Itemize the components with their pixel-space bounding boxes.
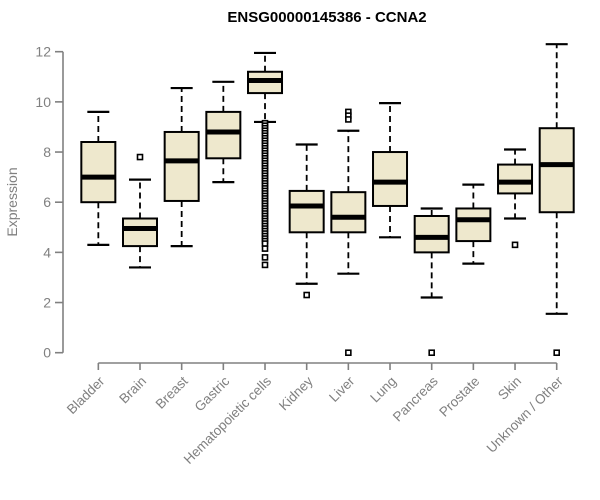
box-hematopoietic-cells [247, 51, 284, 269]
outlier-point [261, 245, 269, 252]
iqr-box [413, 214, 450, 254]
x-category-label: Lung [367, 374, 399, 406]
outlier-point [511, 241, 519, 249]
box-liver [330, 108, 367, 357]
box-skin [497, 148, 534, 249]
outlier-point [345, 116, 352, 123]
y-tick-label: 10 [35, 94, 51, 110]
iqr-box [122, 217, 158, 248]
x-category-label: Brain [116, 374, 149, 407]
x-category-label: Breast [153, 373, 191, 411]
x-category-label: Prostate [436, 374, 482, 420]
chart-title: ENSG00000145386 - CCNA2 [227, 9, 426, 26]
outlier-point [428, 349, 435, 357]
box-lung [372, 102, 409, 239]
iqr-box [205, 110, 242, 160]
iqr-box [163, 130, 200, 202]
x-category-label: Gastric [192, 373, 233, 414]
x-category-label: Pancreas [390, 373, 441, 424]
box-bladder [80, 110, 117, 246]
y-tick-label: 12 [35, 44, 51, 60]
iqr-box [80, 141, 117, 204]
box-prostate [455, 183, 492, 265]
y-tick-label: 6 [43, 194, 51, 210]
box-unknown-other [538, 43, 575, 357]
box-gastric [205, 80, 242, 184]
x-category-label: Bladder [64, 373, 108, 417]
iqr-box [288, 189, 325, 234]
box-kidney [288, 143, 325, 299]
iqr-box [372, 151, 409, 207]
y-tick-label: 4 [43, 244, 51, 260]
y-tick-label: 2 [43, 295, 51, 311]
y-tick-label: 0 [43, 345, 51, 361]
x-category-label: Kidney [276, 373, 316, 413]
iqr-box [538, 127, 575, 214]
boxes [80, 43, 575, 357]
outlier-point [303, 291, 310, 299]
outlier-point [261, 261, 269, 269]
outlier-point [553, 349, 561, 357]
iqr-box [455, 207, 492, 243]
box-breast [163, 86, 200, 248]
outlier-point [345, 349, 352, 357]
iqr-box [497, 163, 534, 195]
box-brain [122, 153, 158, 269]
x-category-label: Skin [495, 374, 524, 403]
iqr-box [330, 191, 367, 234]
box-pancreas [413, 207, 450, 357]
y-tick-label: 8 [43, 144, 51, 160]
x-category-label: Liver [326, 373, 358, 405]
outlier-point [261, 254, 269, 261]
x-category-label: Unknown / Other [484, 373, 567, 456]
outlier-point [136, 153, 144, 161]
y-axis-label: Expression [4, 167, 20, 236]
